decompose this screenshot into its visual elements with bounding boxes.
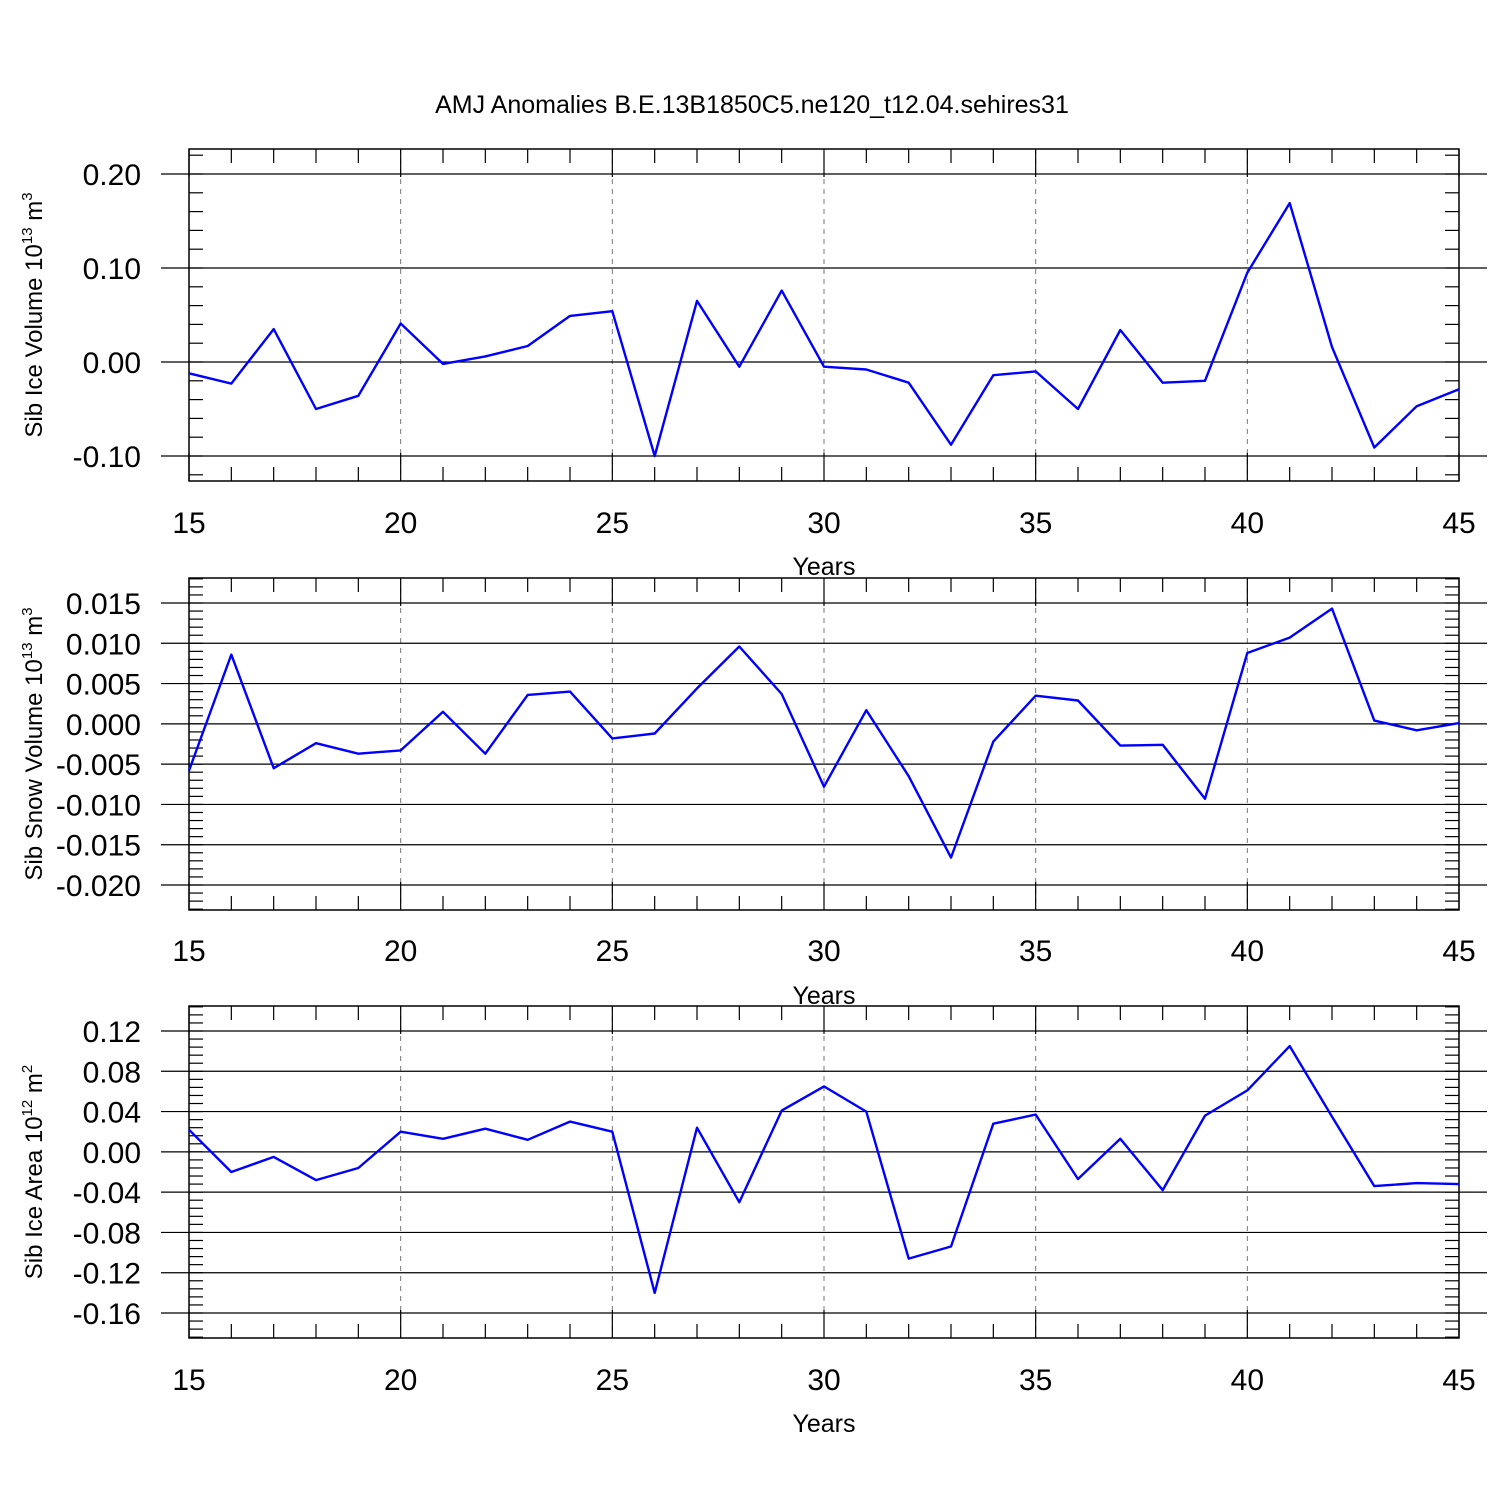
x-tick-label: 30 — [807, 1364, 840, 1397]
series-line — [188, 1044, 1460, 1295]
y-tick-label: 0.000 — [66, 709, 141, 742]
y-tick-label: 0.10 — [83, 253, 141, 286]
y-tick-label: -0.16 — [73, 1298, 141, 1331]
y-tick-label: -0.10 — [73, 441, 141, 474]
y-tick-label: -0.005 — [56, 749, 141, 782]
x-tick-label: 45 — [1442, 1364, 1475, 1397]
x-tick-label: 45 — [1442, 507, 1475, 540]
y-axis-label: Sib Ice Area 1012 m2 — [19, 1065, 48, 1279]
x-axis-label: Years — [792, 1410, 855, 1438]
y-tick-label: 0.04 — [83, 1097, 141, 1130]
x-tick-label: 30 — [807, 935, 840, 968]
y-tick-label: 0.20 — [83, 159, 141, 192]
x-tick-label: 35 — [1019, 935, 1052, 968]
y-tick-label: -0.015 — [56, 830, 141, 863]
x-tick-label: 40 — [1231, 1364, 1264, 1397]
x-tick-label: 45 — [1442, 935, 1475, 968]
y-tick-label: -0.04 — [73, 1177, 141, 1210]
chart-title: AMJ Anomalies B.E.13B1850C5.ne120_t12.04… — [435, 91, 1069, 119]
x-tick-label: 25 — [596, 1364, 629, 1397]
series-line — [187, 607, 1460, 859]
y-axis-label: Sib Snow Volume 1013 m3 — [19, 607, 48, 880]
y-tick-label: -0.010 — [56, 789, 141, 822]
x-tick-label: 40 — [1231, 935, 1264, 968]
y-axis-label: Sib Ice Volume 1013 m3 — [19, 192, 48, 437]
panel-2: 0.015 0.010 0.005 0.000 -0.005 -0.010 -0.015 -0… — [19, 577, 1487, 1010]
x-axis-label: Years — [792, 553, 855, 581]
x-tick-label: 20 — [384, 1364, 417, 1397]
panel-3: 0.12 0.08 0.04 0.00 -0.04 -0.08 -0.12 -0.16 15 20… — [19, 1005, 1487, 1438]
x-tick-label: 35 — [1019, 1364, 1052, 1397]
x-tick-label: 25 — [596, 507, 629, 540]
y-tick-label: 0.12 — [83, 1016, 141, 1049]
x-tick-label: 15 — [172, 935, 205, 968]
series-line — [188, 201, 1460, 458]
x-tick-label: 30 — [807, 507, 840, 540]
x-tick-label: 15 — [172, 507, 205, 540]
y-tick-label: 0.010 — [66, 628, 141, 661]
y-tick-label: 0.015 — [66, 588, 141, 621]
x-tick-label: 15 — [172, 1364, 205, 1397]
y-tick-label: 0.00 — [83, 347, 141, 380]
x-tick-label: 25 — [596, 935, 629, 968]
x-tick-label: 20 — [384, 935, 417, 968]
x-tick-label: 40 — [1231, 507, 1264, 540]
x-tick-label: 20 — [384, 507, 417, 540]
y-tick-label: -0.08 — [73, 1217, 141, 1250]
y-tick-label: -0.020 — [56, 870, 141, 903]
y-tick-label: 0.00 — [83, 1137, 141, 1170]
panel-1: 0.20 0.10 0.00 -0.10 15 20 25 30 35 40 45 Years Sib … — [19, 148, 1487, 581]
x-tick-label: 35 — [1019, 507, 1052, 540]
y-tick-label: 0.005 — [66, 669, 141, 702]
y-tick-label: 0.08 — [83, 1056, 141, 1089]
y-tick-label: -0.12 — [73, 1258, 141, 1291]
